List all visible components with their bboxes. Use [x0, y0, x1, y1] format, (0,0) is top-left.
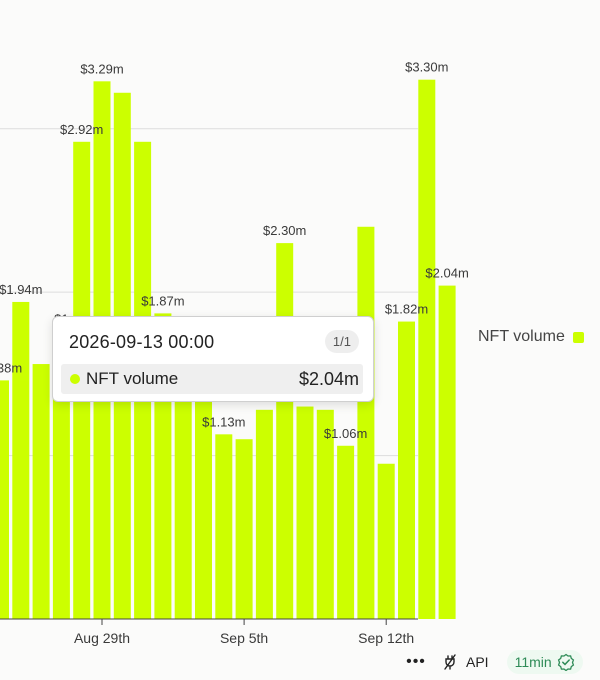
- bar: [12, 301, 30, 619]
- bar-value-label: $3.30m: [405, 60, 448, 75]
- bar: [32, 364, 50, 619]
- bar: [174, 378, 192, 619]
- legend[interactable]: NFT volume: [478, 328, 584, 346]
- api-link[interactable]: API: [442, 653, 489, 671]
- bar-value-label: $2.04m: [425, 266, 468, 281]
- tooltip-row: NFT volume $2.04m: [61, 364, 363, 394]
- status-badge: 11min: [506, 650, 583, 674]
- bar: [52, 331, 70, 619]
- x-ticks: Aug 29th Sep 5th Sep 12th: [74, 619, 414, 646]
- footer-bar: ••• API 11min: [404, 650, 583, 674]
- legend-swatch: [572, 331, 584, 343]
- tooltip: 2026-09-13 00:00 1/1 NFT volume $2.04m: [52, 316, 374, 402]
- status-label: 11min: [514, 654, 552, 670]
- x-tick-label: Aug 29th: [74, 630, 130, 646]
- bar-value-label: $2.30m: [263, 223, 306, 238]
- tooltip-pagination[interactable]: 1/1: [324, 330, 359, 353]
- tooltip-series-name: NFT volume: [86, 369, 179, 388]
- bar: [418, 79, 436, 619]
- x-tick-label: Sep 12th: [358, 630, 414, 646]
- legend-label: NFT volume: [478, 328, 565, 345]
- bar-value-label: $1.94m: [0, 282, 42, 297]
- bar-value-label: $1.87m: [141, 293, 184, 308]
- bar: [276, 243, 294, 619]
- bar-value-label: $1.13m: [202, 414, 245, 429]
- tooltip-title: 2026-09-13 00:00: [69, 332, 215, 352]
- plug-icon: [444, 654, 456, 670]
- x-tick-label: Sep 5th: [220, 630, 268, 646]
- bar: [316, 409, 334, 619]
- bar: [398, 321, 415, 619]
- series-dot-icon: [70, 374, 80, 384]
- tooltip-value: $2.04m: [298, 368, 359, 389]
- more-icon[interactable]: •••: [406, 653, 426, 670]
- bar: [215, 434, 233, 619]
- bar: [337, 445, 355, 619]
- bar: [235, 439, 253, 619]
- bar-value-label: $1.38m: [0, 360, 22, 375]
- bar-value-label: $3.29m: [80, 61, 123, 76]
- bar: [377, 463, 395, 619]
- bar: [296, 406, 314, 619]
- bar: [0, 380, 9, 619]
- bar-value-label: $1.82m: [385, 302, 428, 317]
- bar-value-label: $1.06m: [324, 426, 367, 441]
- bar: [255, 409, 273, 619]
- bar-value-label: $2.92m: [60, 122, 103, 137]
- bar: [357, 226, 375, 619]
- api-label: API: [466, 654, 489, 670]
- bar: [195, 390, 212, 619]
- bar: [438, 285, 456, 619]
- verified-check-icon: [557, 653, 574, 671]
